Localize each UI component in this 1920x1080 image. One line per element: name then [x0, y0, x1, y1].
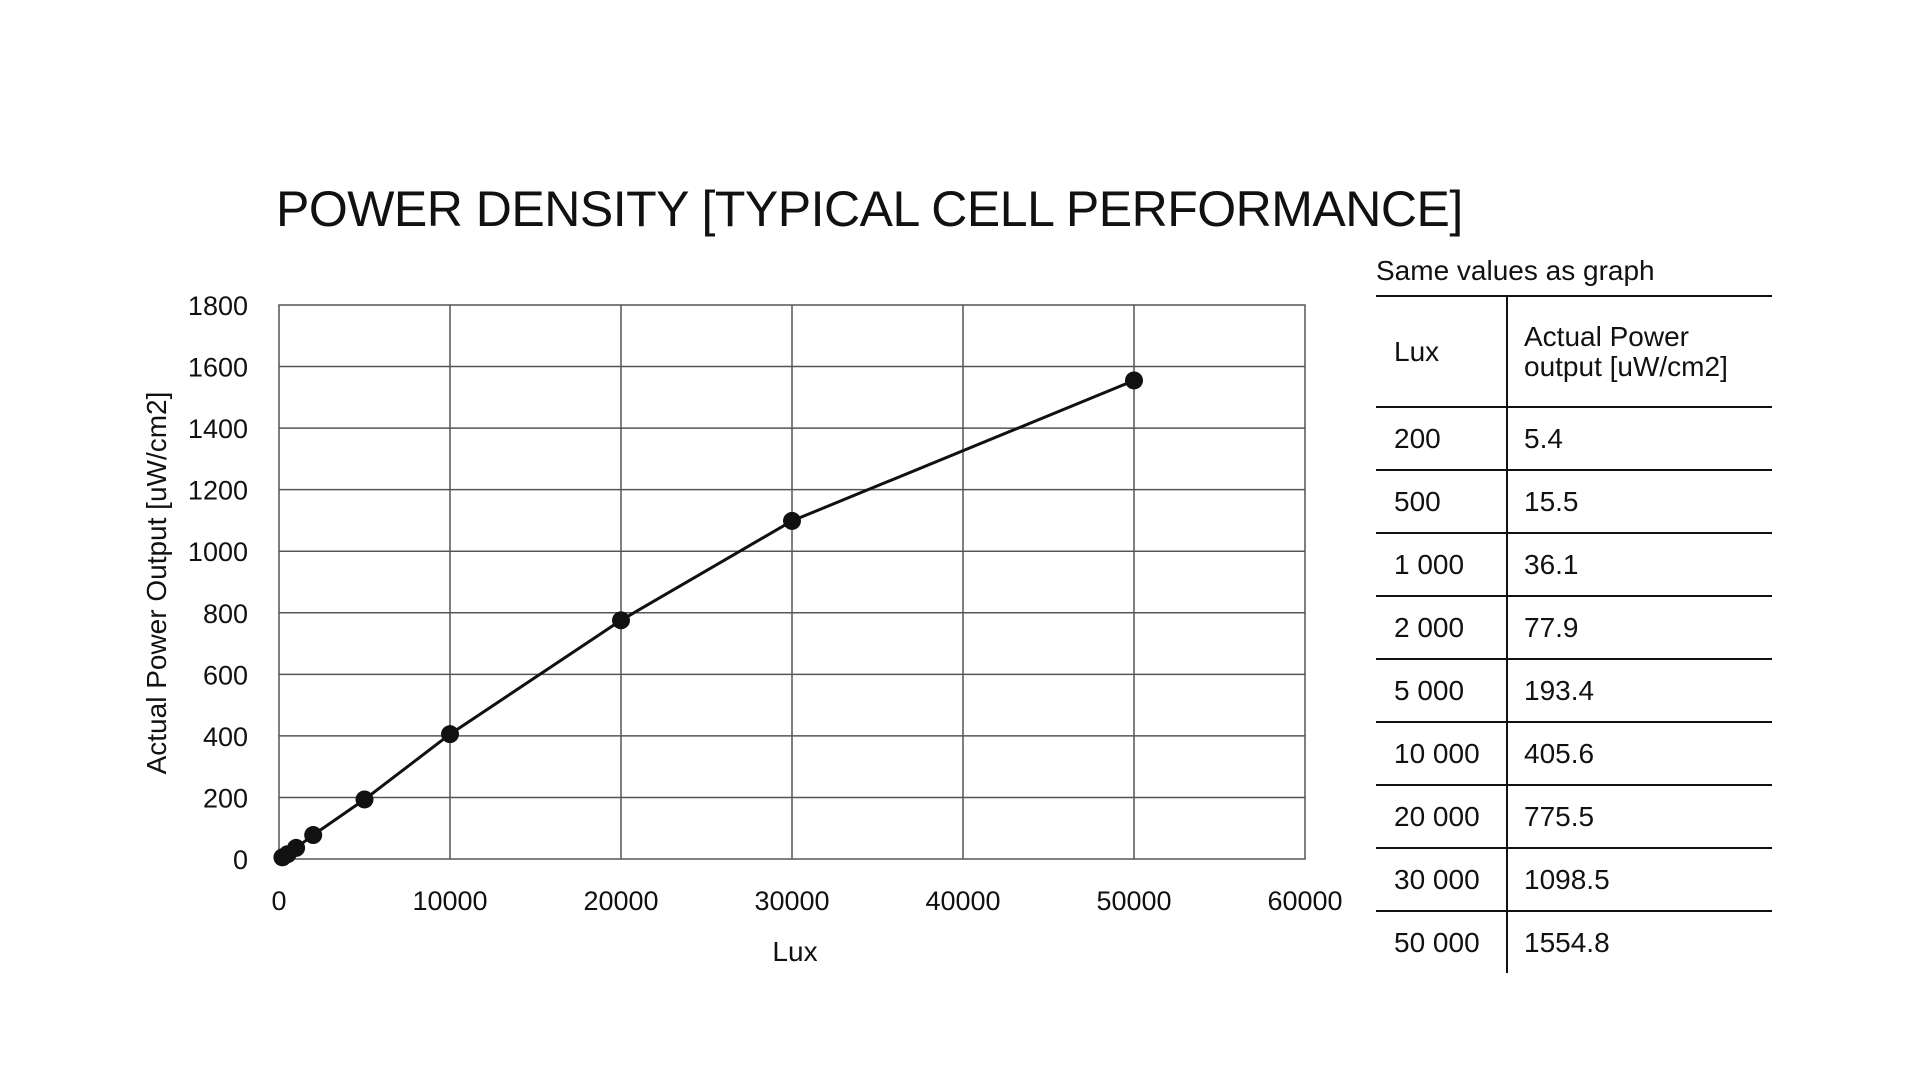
table-caption: Same values as graph [1376, 255, 1655, 286]
header-power: Actual Power output [uW/cm2] [1507, 295, 1772, 407]
table-row: 200 5.4 [1376, 406, 1772, 470]
table-row: 10 000 405.6 [1376, 721, 1772, 785]
header-power-line2: output [uW/cm2] [1524, 350, 1728, 382]
cell-lux: 10 000 [1376, 721, 1508, 785]
cell-power: 5.4 [1507, 406, 1772, 470]
values-table: Lux Actual Power output [uW/cm2] 200 5.4 … [1376, 295, 1772, 973]
table-row: 20 000 775.5 [1376, 784, 1772, 848]
data-point [287, 838, 306, 857]
cell-lux: 200 [1376, 406, 1508, 470]
cell-power: 193.4 [1507, 658, 1772, 722]
table-row: 2 000 77.9 [1376, 595, 1772, 659]
values-table-panel: Same values as graph Lux Actual Power ou… [1376, 255, 1772, 973]
x-tick-label: 50000 [1096, 886, 1171, 916]
y-tick-label: 1000 [188, 537, 248, 567]
cell-lux: 2 000 [1376, 595, 1508, 659]
cell-lux: 1 000 [1376, 532, 1508, 596]
y-tick-label: 1600 [188, 353, 248, 383]
table-body: 200 5.4 500 15.5 1 000 36.1 2 000 77.9 5 000… [1376, 406, 1772, 973]
x-tick-label: 60000 [1267, 886, 1342, 916]
data-point [355, 790, 374, 809]
x-tick-label: 20000 [583, 886, 658, 916]
y-tick-label: 400 [203, 722, 248, 752]
data-point [783, 511, 801, 530]
cell-power: 15.5 [1507, 469, 1772, 533]
x-tick-label: 30000 [754, 886, 829, 916]
y-tick-label: 200 [203, 783, 248, 813]
header-lux: Lux [1376, 295, 1508, 407]
cell-power: 775.5 [1507, 784, 1772, 848]
cell-lux: 50 000 [1376, 910, 1508, 973]
cell-power: 36.1 [1507, 532, 1772, 596]
chart-title: POWER DENSITY [TYPICAL CELL PERFORMANCE] [276, 181, 1463, 237]
x-tick-label: 40000 [925, 886, 1000, 916]
x-tick-label: 0 [271, 886, 286, 916]
cell-power: 77.9 [1507, 595, 1772, 659]
table-row: 500 15.5 [1376, 469, 1772, 533]
table-row: 1 000 36.1 [1376, 532, 1772, 596]
data-point [612, 611, 630, 630]
y-tick-label: 1400 [188, 414, 248, 444]
cell-lux: 5 000 [1376, 658, 1508, 722]
table-row: 5 000 193.4 [1376, 658, 1772, 722]
tick-labels: 0 10000 20000 30000 40000 50000 60000 0 200 400 60… [188, 291, 1343, 916]
y-axis-label: Actual Power Output [uW/cm2] [141, 392, 172, 775]
x-axis-label: Lux [772, 936, 817, 967]
data-point [441, 725, 459, 744]
cell-lux: 30 000 [1376, 847, 1508, 911]
cell-power: 1098.5 [1507, 847, 1772, 911]
x-tick-label: 10000 [412, 886, 487, 916]
table-row: 30 000 1098.5 [1376, 847, 1772, 911]
y-tick-label: 800 [203, 599, 248, 629]
cell-lux: 20 000 [1376, 784, 1508, 848]
series-layer [273, 371, 1143, 867]
table-row: 50 000 1554.8 [1376, 910, 1772, 973]
data-point [304, 826, 323, 845]
y-tick-label: 1200 [188, 476, 248, 506]
header-power-line1: Actual Power [1524, 320, 1689, 352]
cell-power: 1554.8 [1507, 910, 1772, 973]
y-tick-label: 1800 [188, 291, 248, 321]
cell-lux: 500 [1376, 469, 1508, 533]
table-header-row: Lux Actual Power output [uW/cm2] [1376, 295, 1772, 407]
power-density-chart: 0 10000 20000 30000 40000 50000 60000 0 200 400 60… [141, 291, 1343, 967]
data-point [1125, 371, 1143, 390]
series-line [281, 379, 1135, 859]
y-tick-label: 600 [203, 660, 248, 690]
grid [278, 304, 1306, 860]
y-tick-label: 0 [233, 845, 248, 875]
cell-power: 405.6 [1507, 721, 1772, 785]
